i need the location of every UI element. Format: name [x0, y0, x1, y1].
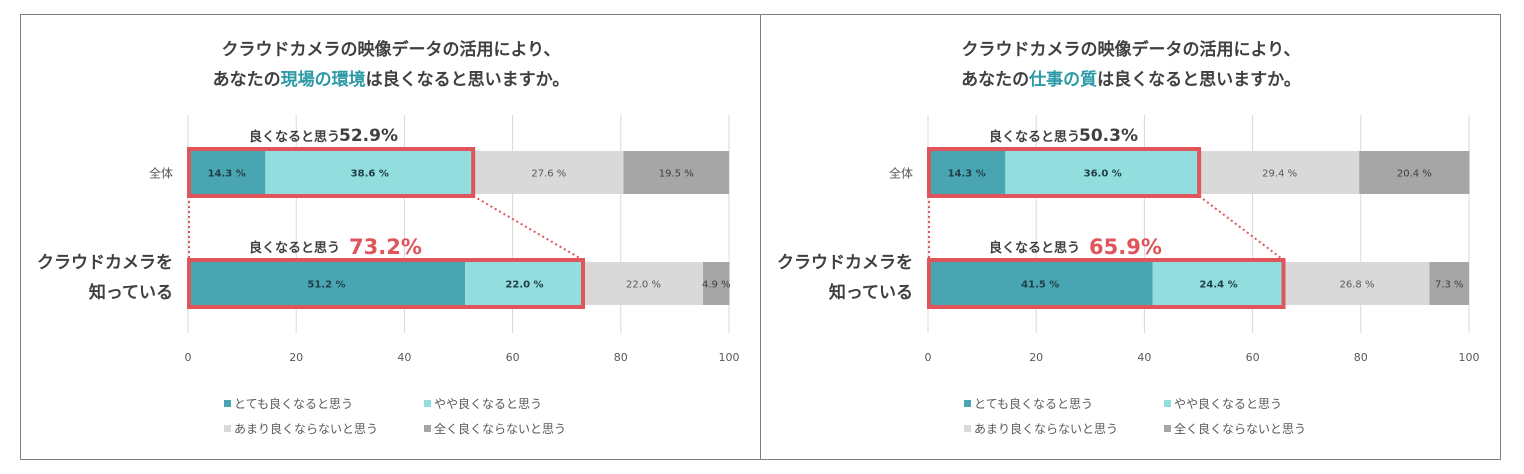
chart-panel-right: クラウドカメラの映像データの活用により、 あなたの仕事の質は良くなると思いますか。…	[760, 14, 1501, 460]
legend-swatch	[424, 425, 431, 432]
bar-segment	[928, 151, 1006, 194]
bar-segment	[188, 151, 266, 194]
legend-entry: 全く良くならないと思う	[434, 421, 566, 436]
summary-label: 良くなると思う	[249, 240, 340, 256]
x-tick-label: 100	[1459, 351, 1480, 364]
chart-title-line2: あなたの現場の環境は良くなると思いますか。	[213, 69, 570, 90]
x-tick-label: 0	[925, 351, 932, 364]
summary-value: 50.3%	[1079, 126, 1138, 146]
title-prefix: あなたの	[213, 70, 281, 90]
data-label: 26.8 %	[1340, 280, 1375, 291]
connector-line	[472, 195, 584, 261]
bar-segment	[928, 262, 1153, 305]
legend-swatch	[1164, 400, 1171, 407]
data-label: 27.6 %	[531, 169, 566, 180]
data-label: 22.0 %	[505, 280, 543, 291]
category-label: 全体	[149, 166, 173, 181]
highlight-box	[927, 147, 1202, 198]
summary-value: 52.9%	[339, 126, 398, 146]
legend-swatch	[1164, 425, 1171, 432]
summary-value: 73.2%	[349, 235, 422, 259]
category-label: クラウドカメラを	[777, 253, 913, 273]
legend-entry: やや良くなると思う	[434, 396, 542, 411]
x-tick-label: 100	[719, 351, 740, 364]
chart-title-line1: クラウドカメラの映像データの活用により、	[222, 39, 561, 60]
highlight-box	[927, 258, 1286, 309]
legend-entry: とても良くなると思う	[234, 396, 353, 411]
data-label: 51.2 %	[307, 280, 345, 291]
summary-value: 65.9%	[1089, 235, 1162, 259]
title-suffix: は良くなると思いますか。	[1097, 69, 1301, 90]
bar-segment	[1200, 151, 1360, 194]
x-tick-label: 40	[397, 351, 411, 364]
summary-label: 良くなると思う	[989, 240, 1080, 256]
data-label: 19.5 %	[659, 169, 694, 180]
chart-panel-left: クラウドカメラの映像データの活用により、 あなたの現場の環境は良くなると思いますか…	[20, 14, 761, 460]
legend-entry: やや良くなると思う	[1174, 396, 1282, 411]
x-tick-label: 20	[1029, 351, 1043, 364]
connector-line	[1198, 195, 1285, 261]
legend-swatch	[964, 400, 971, 407]
legend-entry: とても良くなると思う	[974, 396, 1093, 411]
title-highlight: 現場の環境	[281, 69, 366, 90]
bar-segment	[474, 151, 624, 194]
highlight-box	[187, 258, 586, 309]
highlight-box	[187, 147, 476, 198]
legend-swatch	[964, 425, 971, 432]
title-highlight: 仕事の質	[1028, 69, 1097, 90]
bar-segment	[703, 262, 730, 305]
bar-segment	[584, 262, 704, 305]
data-label: 14.3 %	[208, 169, 246, 180]
bar-segment	[1152, 262, 1285, 305]
data-label: 24.4 %	[1199, 280, 1237, 291]
data-label: 20.4 %	[1397, 169, 1432, 180]
summary-label: 良くなると思う	[249, 129, 340, 145]
data-label: 36.0 %	[1084, 169, 1122, 180]
chart-title-line2: あなたの仕事の質は良くなると思いますか。	[961, 69, 1301, 90]
x-tick-label: 20	[289, 351, 303, 364]
data-label: 4.9 %	[702, 280, 731, 291]
title-suffix: は良くなると思いますか。	[366, 69, 570, 90]
data-label: 38.6 %	[351, 169, 389, 180]
x-tick-label: 60	[506, 351, 520, 364]
legend-entry: 全く良くならないと思う	[1174, 421, 1306, 436]
data-label: 7.3 %	[1435, 280, 1464, 291]
bar-segment	[1005, 151, 1201, 194]
summary-label: 良くなると思う	[989, 129, 1080, 145]
bar-segment	[1429, 262, 1469, 305]
x-tick-label: 60	[1246, 351, 1260, 364]
x-tick-label: 80	[614, 351, 628, 364]
legend-entry: あまり良くならないと思う	[974, 421, 1118, 436]
bar-segment	[265, 151, 475, 194]
chart-title-line1: クラウドカメラの映像データの活用により、	[962, 39, 1301, 60]
x-tick-label: 80	[1354, 351, 1368, 364]
data-label: 14.3 %	[948, 169, 986, 180]
category-label: クラウドカメラを	[37, 253, 173, 273]
bar-segment	[623, 151, 729, 194]
x-tick-label: 40	[1137, 351, 1151, 364]
data-label: 29.4 %	[1262, 169, 1297, 180]
data-label: 41.5 %	[1021, 280, 1059, 291]
category-label: 知っている	[828, 282, 913, 303]
legend-swatch	[224, 425, 231, 432]
legend-swatch	[424, 400, 431, 407]
x-tick-label: 0	[185, 351, 192, 364]
bar-segment	[1359, 151, 1470, 194]
chart-left-svg: クラウドカメラの映像データの活用により、あなたの現場の環境は良くなると思いますか…	[37, 39, 740, 436]
bar-segment	[1284, 262, 1430, 305]
bar-segment	[188, 262, 465, 305]
legend-entry: あまり良くならないと思う	[234, 421, 378, 436]
title-prefix: あなたの	[961, 70, 1029, 90]
chart-right-svg: クラウドカメラの映像データの活用により、あなたの仕事の質は良くなると思いますか。…	[777, 39, 1480, 436]
category-label: 知っている	[88, 282, 173, 303]
category-label: 全体	[889, 166, 913, 181]
legend-swatch	[224, 400, 231, 407]
bar-segment	[464, 262, 585, 305]
data-label: 22.0 %	[626, 280, 661, 291]
